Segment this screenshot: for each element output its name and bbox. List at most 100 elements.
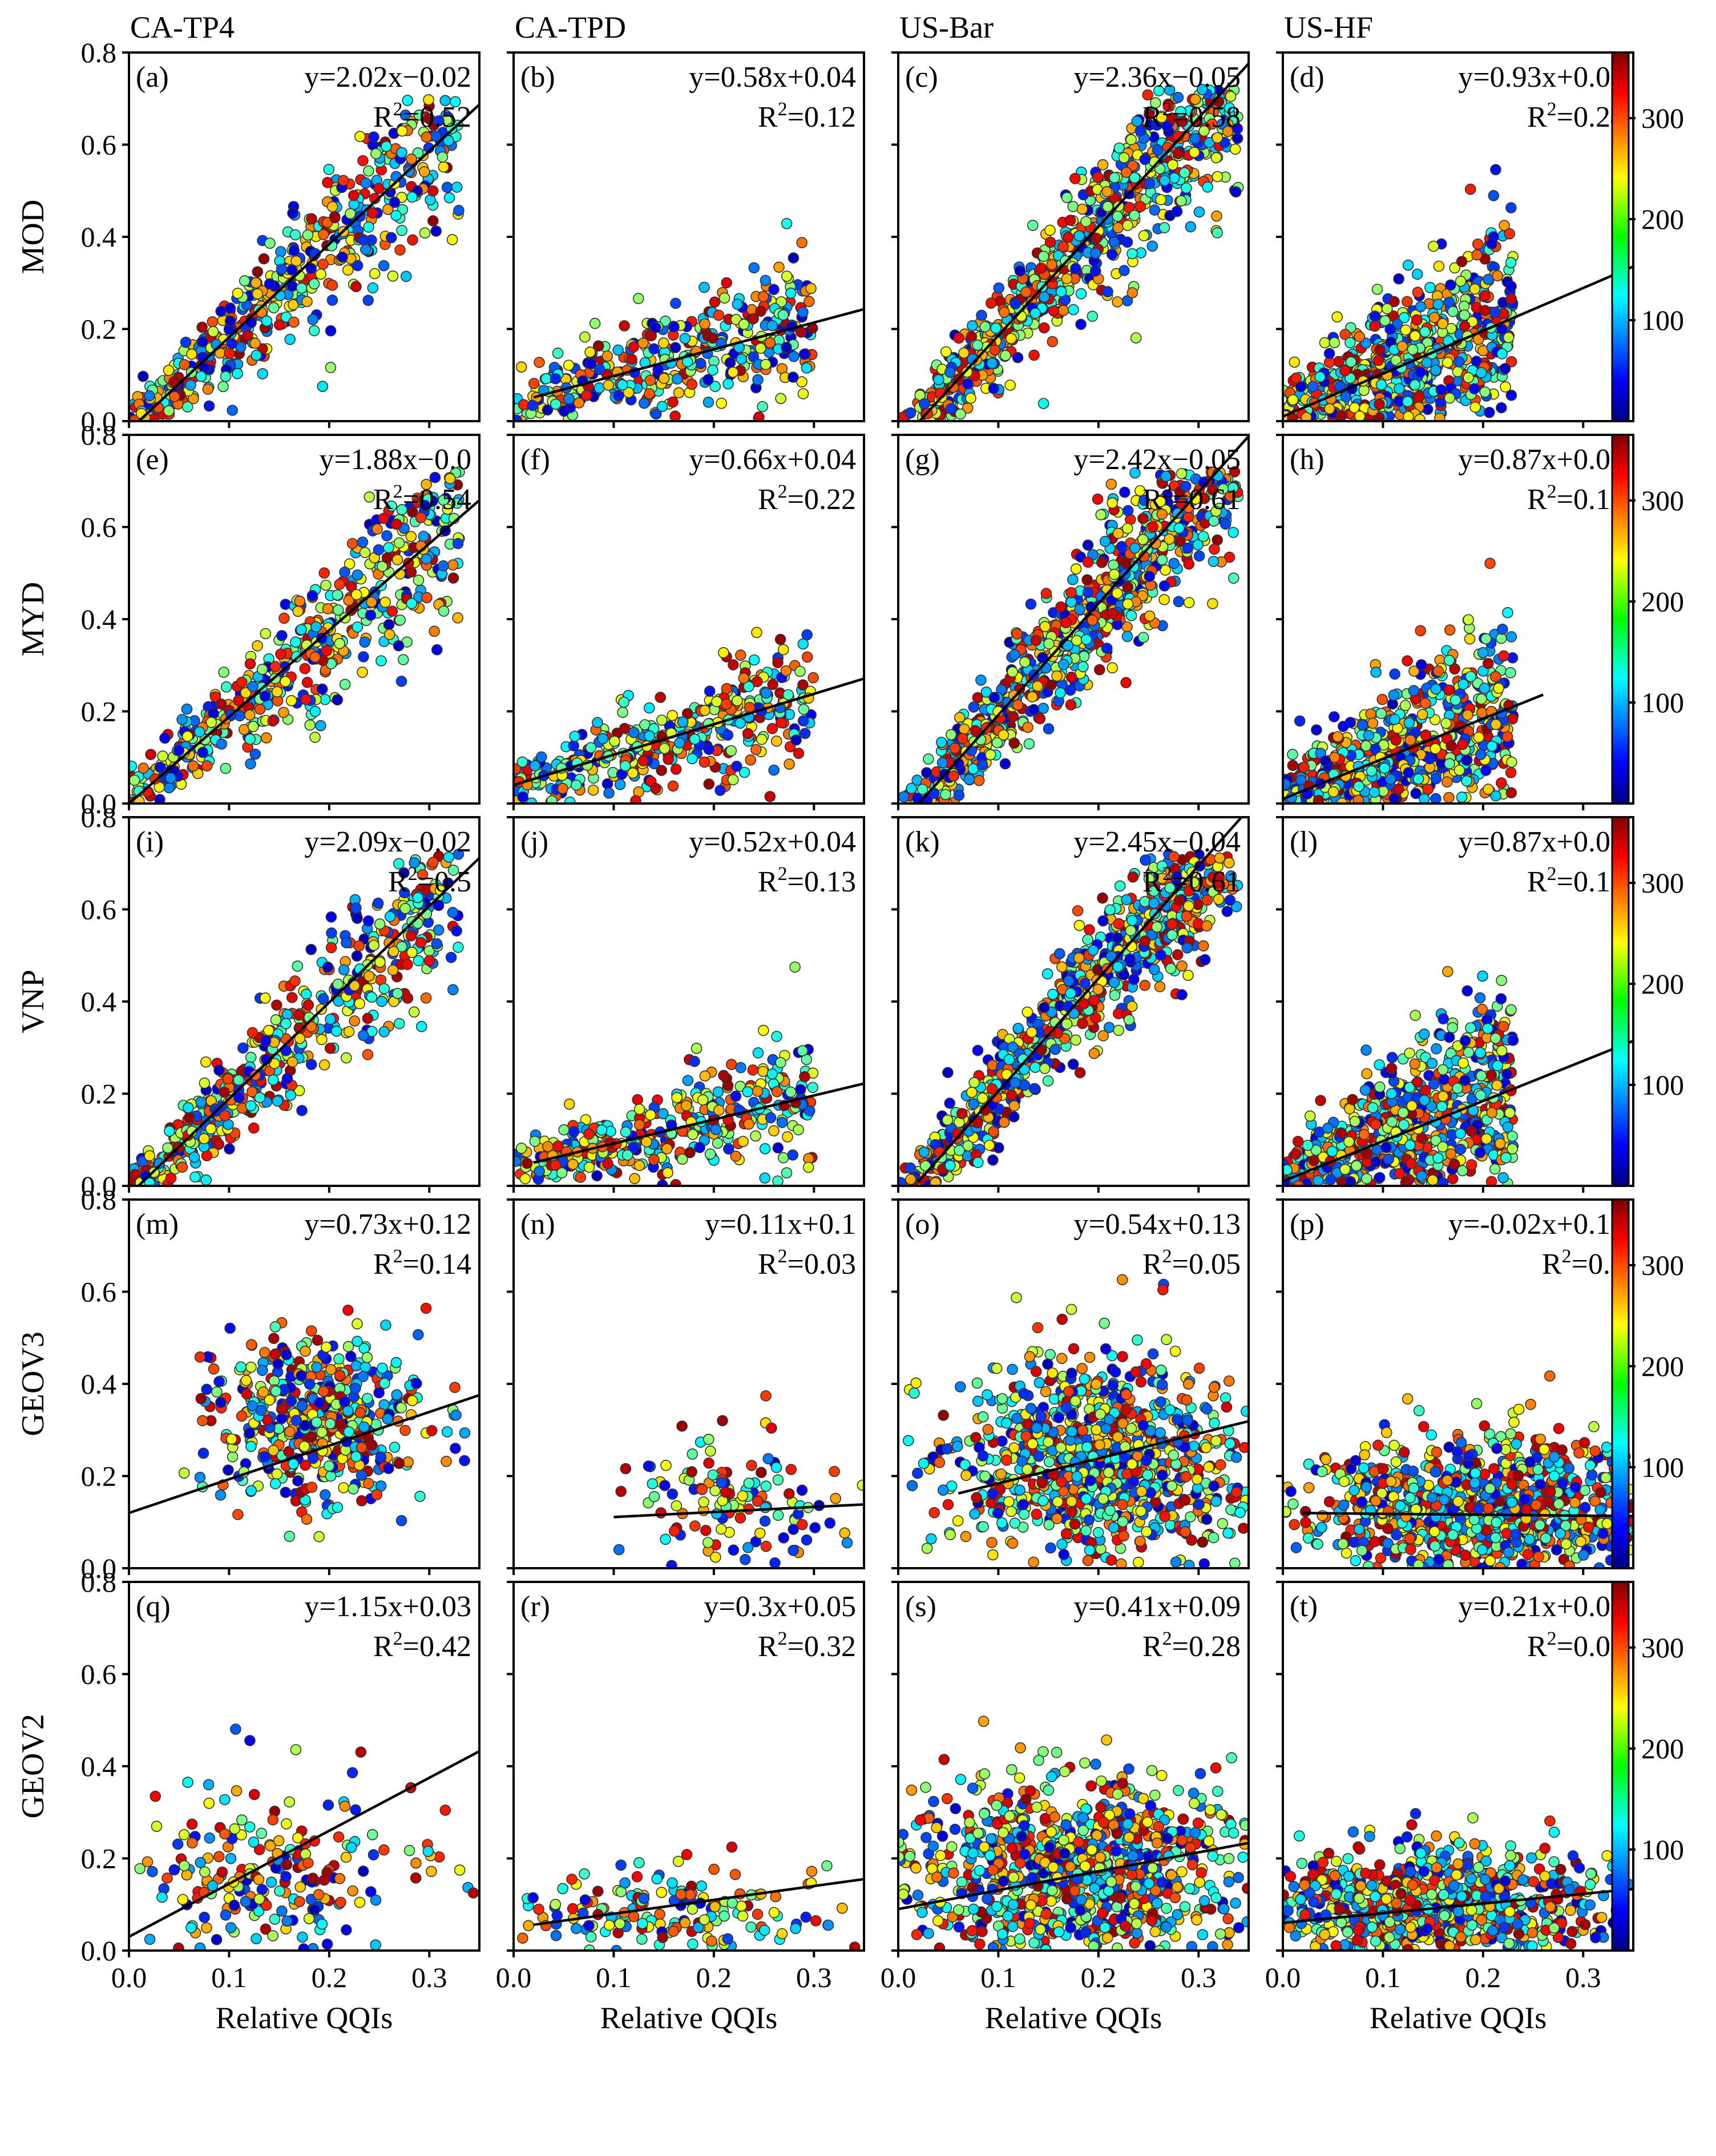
data-point (326, 279, 338, 291)
data-point (1393, 783, 1404, 795)
data-point (408, 1006, 420, 1018)
data-point (564, 796, 576, 804)
data-point (1430, 683, 1442, 695)
data-point (1068, 304, 1079, 316)
data-point (1394, 383, 1405, 394)
data-point (1505, 293, 1517, 305)
data-point (306, 213, 317, 225)
data-point (431, 644, 443, 656)
data-point (1057, 305, 1069, 316)
data-point (707, 364, 718, 376)
data-point (1354, 331, 1366, 342)
scatter-points (514, 627, 819, 804)
data-point (444, 473, 456, 485)
data-point (1038, 322, 1050, 334)
data-point (317, 229, 329, 240)
data-point (339, 566, 350, 578)
data-point (1102, 286, 1113, 297)
data-point (443, 135, 454, 147)
data-point (354, 131, 366, 142)
data-point (267, 715, 278, 727)
data-point (247, 681, 259, 692)
data-point (963, 773, 975, 785)
data-point (1384, 773, 1396, 785)
data-point (377, 560, 388, 572)
data-point (777, 309, 789, 321)
data-point (990, 322, 1002, 334)
data-point (181, 730, 193, 742)
data-point (1121, 523, 1133, 534)
data-point (695, 358, 706, 369)
data-point (433, 924, 445, 936)
data-point (185, 379, 196, 391)
data-point (686, 378, 698, 390)
data-point (1065, 699, 1077, 710)
data-point (1007, 710, 1019, 722)
data-point (1441, 776, 1453, 788)
data-point (1461, 775, 1473, 787)
data-point (956, 733, 968, 745)
data-point (1482, 657, 1494, 669)
data-point (1212, 171, 1224, 183)
data-point (603, 379, 614, 391)
data-point (1070, 563, 1082, 575)
scatter-points (514, 217, 818, 421)
data-point (633, 293, 644, 304)
data-point (372, 523, 383, 535)
data-point (357, 667, 368, 678)
data-point (239, 275, 251, 286)
data-point (406, 597, 418, 609)
data-point (1479, 386, 1491, 398)
data-point (617, 706, 628, 718)
data-point (620, 760, 631, 772)
data-point (563, 360, 575, 371)
data-point (1077, 661, 1089, 673)
data-point (767, 679, 778, 691)
data-point (1173, 522, 1185, 534)
data-point (976, 309, 987, 321)
data-point (1062, 231, 1074, 243)
data-point (1289, 356, 1301, 368)
data-point (550, 398, 562, 410)
data-point (1075, 318, 1087, 330)
data-point (650, 782, 661, 794)
data-point (1076, 203, 1088, 215)
data-point (427, 215, 439, 227)
data-point (373, 544, 385, 556)
data-point (669, 342, 681, 353)
data-point (732, 695, 743, 706)
data-point (1369, 310, 1381, 322)
data-point (438, 605, 450, 617)
r-squared: R2=0.12 (758, 99, 856, 134)
y-tick-label: 0.6 (81, 129, 117, 161)
data-point (429, 625, 440, 637)
data-point (593, 364, 605, 376)
data-point (1415, 301, 1427, 313)
data-point (1484, 558, 1496, 569)
data-point (669, 410, 681, 421)
data-point (795, 326, 807, 338)
data-point (1402, 395, 1414, 407)
data-point (650, 408, 662, 420)
data-point (1412, 286, 1424, 298)
data-point (724, 357, 736, 369)
data-point (742, 728, 754, 740)
data-point (308, 325, 320, 337)
data-point (1120, 167, 1132, 178)
data-point (309, 705, 321, 717)
data-point (1047, 336, 1059, 348)
data-point (1447, 305, 1459, 317)
data-point (1158, 222, 1170, 233)
data-point (998, 729, 1010, 741)
data-point (1097, 159, 1109, 171)
data-point (1338, 721, 1349, 732)
data-point (304, 719, 316, 731)
data-point (1444, 758, 1455, 770)
data-point (1505, 667, 1516, 679)
data-point (1127, 160, 1138, 172)
data-point (427, 185, 439, 197)
data-point (1025, 598, 1037, 610)
data-point (801, 629, 813, 641)
data-point (1138, 230, 1150, 241)
data-point (1198, 125, 1210, 137)
